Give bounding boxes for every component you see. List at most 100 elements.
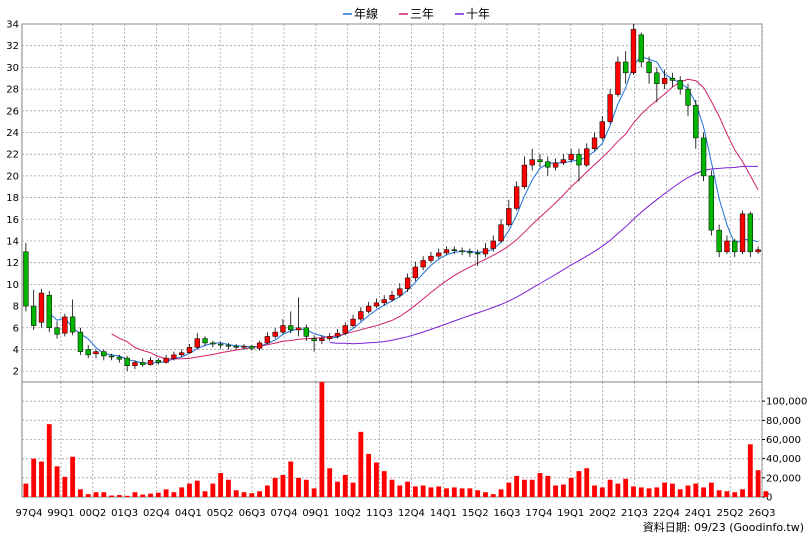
candle-body: [124, 357, 130, 366]
candle-body: [132, 362, 138, 366]
candle-body: [365, 305, 372, 312]
x-tick-label: 26Q3: [749, 508, 776, 519]
volume-bar: [436, 486, 442, 497]
x-tick-label: 25Q2: [717, 508, 744, 519]
candle-body: [436, 252, 442, 257]
price-tick-label: 24: [6, 128, 19, 139]
candle-body: [194, 338, 200, 348]
volume-bar: [303, 479, 309, 497]
candle-body: [116, 356, 123, 360]
volume-bar: [148, 493, 153, 497]
candle-body: [732, 240, 738, 253]
x-tick-label: 02Q4: [143, 508, 170, 519]
ma-line-3y: [111, 78, 759, 360]
volume-bar: [342, 474, 348, 497]
x-tick-label: 06Q3: [239, 508, 266, 519]
candle-body: [747, 213, 753, 253]
volume-bar: [475, 490, 481, 497]
volume-bar: [226, 479, 231, 497]
candle-body: [295, 327, 302, 331]
candle-body: [404, 277, 411, 289]
candle-body: [46, 294, 52, 329]
volume-bar: [54, 466, 60, 497]
volume-bar: [724, 491, 730, 497]
candle-body: [568, 153, 574, 160]
candle-body: [451, 249, 457, 251]
x-tick-label: 20Q2: [589, 508, 616, 519]
candle-body: [661, 77, 668, 84]
candle-body: [521, 164, 528, 187]
volume-bar: [46, 424, 52, 497]
candle-body: [272, 331, 278, 337]
candle-body: [171, 354, 177, 359]
price-tick-label: 16: [6, 215, 19, 226]
candle-body: [552, 162, 559, 168]
volume-bar: [85, 494, 91, 497]
volume-bar: [389, 479, 395, 497]
volume-axis-ticks: 0 20,000 40,000 60,000 80,000 100,000: [762, 397, 807, 504]
volume-bar: [615, 483, 621, 497]
volume-bar: [623, 478, 629, 497]
candle-body: [342, 325, 348, 334]
candle-body: [467, 251, 473, 254]
x-tick-label: 21Q3: [621, 508, 648, 519]
candle-body: [513, 186, 520, 209]
candle-body: [669, 77, 676, 81]
volume-bar: [677, 489, 683, 497]
volume-bar: [288, 461, 294, 497]
candle-body: [264, 336, 271, 344]
volume-tick-label: 40,000: [766, 454, 801, 465]
volume-bar: [249, 493, 255, 497]
price-tick-label: 6: [13, 323, 19, 334]
x-axis-ticks: 97Q4 99Q1 00Q2 01Q3 02Q4 04Q1 05Q2 06Q3 07Q4 09Q1…: [16, 508, 776, 519]
price-frame: [21, 23, 763, 383]
candle-body: [179, 352, 185, 356]
candle-body: [545, 161, 551, 168]
volume-bar: [576, 471, 582, 497]
legend-label-0: 年線: [354, 6, 378, 21]
volume-bar: [537, 473, 543, 497]
candle-body: [93, 351, 99, 355]
candle-body: [327, 336, 333, 339]
volume-tick-label: 80,000: [766, 416, 801, 427]
candle-body: [69, 316, 76, 333]
volume-bar: [171, 492, 177, 497]
volume-bar: [685, 485, 691, 497]
volume-bar: [124, 495, 130, 497]
candle-body: [140, 362, 146, 365]
candle-body: [576, 153, 582, 166]
volume-bar: [592, 485, 597, 497]
legend-label-1: 三年: [410, 7, 434, 21]
volume-bar: [522, 479, 527, 497]
candle-body: [677, 80, 683, 90]
volume-bar: [327, 468, 333, 497]
volume-bar: [62, 476, 68, 497]
candle-body: [217, 343, 224, 346]
volume-bar: [467, 488, 473, 497]
volume-bar: [366, 453, 372, 497]
candle-body: [537, 159, 543, 163]
volume-bar: [708, 482, 714, 497]
volume-bar: [311, 488, 317, 497]
volume-bar: [78, 489, 83, 497]
candle-body: [77, 331, 84, 352]
candle-body: [389, 294, 395, 300]
price-tick-label: 34: [6, 20, 19, 31]
candle-body: [303, 327, 309, 337]
volume-bar: [319, 382, 325, 497]
price-tick-label: 30: [6, 63, 19, 74]
volume-bar: [545, 475, 551, 497]
volume-bar: [187, 483, 192, 497]
volume-bar: [420, 485, 426, 497]
volume-bar: [272, 477, 278, 497]
candle-body: [373, 302, 380, 307]
ma-line-1y: [48, 55, 759, 364]
x-tick-label: 04Q1: [175, 508, 202, 519]
candle-body: [482, 248, 489, 255]
candle-body: [31, 305, 37, 326]
volume-bar: [599, 487, 605, 497]
candle-body: [755, 249, 761, 253]
volume-bar: [716, 490, 722, 497]
candle-body: [599, 121, 605, 139]
